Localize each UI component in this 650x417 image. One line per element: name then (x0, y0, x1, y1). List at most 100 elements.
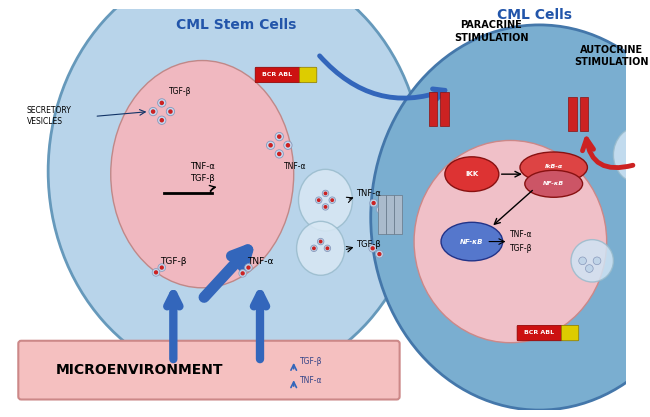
Circle shape (311, 245, 317, 251)
Text: TGF-β: TGF-β (168, 87, 191, 96)
Circle shape (646, 154, 648, 156)
Text: BCR ABL: BCR ABL (262, 72, 292, 77)
Circle shape (160, 101, 163, 104)
Text: AUTOCRINE
STIMULATION: AUTOCRINE STIMULATION (574, 45, 649, 67)
Circle shape (166, 108, 175, 116)
Circle shape (593, 257, 601, 265)
Text: SECRETORY
VESICLES: SECRETORY VESICLES (27, 106, 72, 126)
FancyBboxPatch shape (517, 325, 562, 341)
Circle shape (266, 141, 275, 149)
Text: MICROENVIRONMENT: MICROENVIRONMENT (56, 363, 224, 377)
Text: CML Stem Cells: CML Stem Cells (176, 18, 296, 32)
Circle shape (324, 192, 327, 195)
Circle shape (586, 265, 593, 272)
Circle shape (157, 116, 166, 124)
Circle shape (149, 108, 157, 116)
Bar (580, 97, 588, 131)
Text: NF-κB: NF-κB (460, 239, 484, 244)
Circle shape (324, 245, 331, 251)
Circle shape (151, 110, 155, 113)
Circle shape (152, 269, 160, 276)
Ellipse shape (414, 141, 606, 343)
Text: TGF-β: TGF-β (300, 357, 323, 367)
Text: TGF-β: TGF-β (160, 256, 187, 266)
Circle shape (155, 271, 157, 274)
Bar (568, 97, 577, 131)
FancyBboxPatch shape (255, 67, 300, 83)
Circle shape (326, 247, 329, 249)
Circle shape (244, 264, 252, 271)
Text: BCR ABL: BCR ABL (524, 330, 554, 335)
Text: TNF-α: TNF-α (247, 256, 273, 266)
Circle shape (378, 253, 381, 256)
Circle shape (241, 272, 244, 275)
FancyBboxPatch shape (562, 325, 578, 341)
Circle shape (369, 244, 376, 252)
Circle shape (639, 147, 642, 149)
Circle shape (287, 144, 289, 147)
Bar (440, 92, 448, 126)
Text: TNF-α: TNF-α (284, 162, 307, 171)
Circle shape (372, 201, 375, 204)
Ellipse shape (48, 0, 424, 383)
Circle shape (331, 199, 333, 201)
Circle shape (630, 152, 637, 158)
Circle shape (239, 269, 246, 277)
Ellipse shape (298, 169, 352, 231)
Circle shape (370, 199, 378, 207)
Circle shape (315, 197, 322, 203)
Circle shape (578, 257, 586, 265)
Bar (394, 195, 402, 234)
Circle shape (269, 144, 272, 147)
Text: IkB-α: IkB-α (545, 164, 563, 169)
Circle shape (322, 190, 329, 197)
Ellipse shape (525, 170, 582, 197)
Circle shape (317, 239, 324, 245)
Circle shape (158, 264, 166, 271)
Circle shape (324, 206, 327, 208)
Circle shape (644, 152, 650, 158)
Text: TNF-α: TNF-α (300, 376, 323, 385)
Ellipse shape (111, 60, 294, 288)
Circle shape (161, 266, 163, 269)
Circle shape (275, 133, 283, 141)
Circle shape (637, 158, 644, 165)
Circle shape (639, 161, 642, 163)
Ellipse shape (571, 240, 614, 282)
Circle shape (313, 247, 315, 249)
Ellipse shape (441, 222, 502, 261)
Circle shape (329, 197, 335, 203)
Text: TGF-β: TGF-β (356, 240, 381, 249)
Text: TGF-β: TGF-β (510, 244, 533, 253)
Text: PARACRINE
STIMULATION: PARACRINE STIMULATION (454, 20, 528, 43)
Text: IKK: IKK (465, 171, 478, 177)
Circle shape (278, 135, 281, 138)
Circle shape (157, 99, 166, 107)
Text: TGF-β: TGF-β (190, 174, 214, 183)
Ellipse shape (296, 221, 345, 275)
Circle shape (322, 203, 329, 210)
Text: CML Cells: CML Cells (497, 8, 572, 22)
FancyBboxPatch shape (300, 67, 317, 83)
Text: TNF-α: TNF-α (190, 162, 214, 171)
Ellipse shape (445, 157, 499, 191)
Text: TNF-α: TNF-α (510, 230, 533, 239)
Ellipse shape (614, 126, 650, 184)
Bar (428, 92, 437, 126)
Circle shape (637, 145, 644, 151)
Circle shape (275, 150, 283, 158)
Circle shape (319, 240, 322, 243)
Circle shape (376, 250, 384, 258)
Bar (378, 195, 386, 234)
Text: TNF-α: TNF-α (356, 189, 381, 198)
Circle shape (379, 208, 382, 211)
Circle shape (632, 154, 635, 156)
Ellipse shape (520, 152, 588, 183)
Circle shape (284, 141, 292, 149)
Text: NF-κB: NF-κB (543, 181, 564, 186)
Circle shape (278, 152, 281, 156)
Circle shape (169, 110, 172, 113)
Circle shape (376, 206, 384, 214)
Circle shape (160, 119, 163, 122)
Ellipse shape (370, 25, 650, 410)
